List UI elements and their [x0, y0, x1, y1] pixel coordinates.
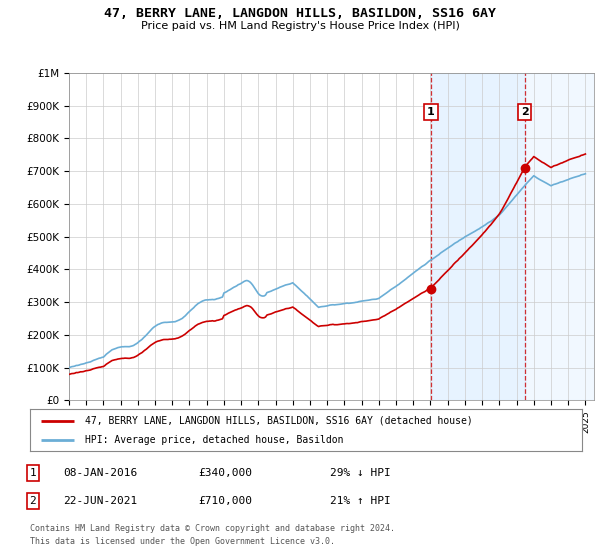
Text: Price paid vs. HM Land Registry's House Price Index (HPI): Price paid vs. HM Land Registry's House … [140, 21, 460, 31]
Text: 2: 2 [521, 107, 529, 117]
Text: 21% ↑ HPI: 21% ↑ HPI [330, 496, 391, 506]
Text: Contains HM Land Registry data © Crown copyright and database right 2024.: Contains HM Land Registry data © Crown c… [30, 524, 395, 533]
Text: £710,000: £710,000 [198, 496, 252, 506]
Text: 47, BERRY LANE, LANGDON HILLS, BASILDON, SS16 6AY (detached house): 47, BERRY LANE, LANGDON HILLS, BASILDON,… [85, 416, 473, 426]
Text: £340,000: £340,000 [198, 468, 252, 478]
Text: 1: 1 [427, 107, 435, 117]
Text: This data is licensed under the Open Government Licence v3.0.: This data is licensed under the Open Gov… [30, 537, 335, 546]
Text: 29% ↓ HPI: 29% ↓ HPI [330, 468, 391, 478]
Text: 2: 2 [29, 496, 37, 506]
Text: 1: 1 [29, 468, 37, 478]
Text: 08-JAN-2016: 08-JAN-2016 [63, 468, 137, 478]
Text: 47, BERRY LANE, LANGDON HILLS, BASILDON, SS16 6AY: 47, BERRY LANE, LANGDON HILLS, BASILDON,… [104, 7, 496, 20]
Text: 22-JUN-2021: 22-JUN-2021 [63, 496, 137, 506]
Bar [524, 73, 594, 400]
Bar [431, 73, 524, 400]
Text: HPI: Average price, detached house, Basildon: HPI: Average price, detached house, Basi… [85, 435, 344, 445]
